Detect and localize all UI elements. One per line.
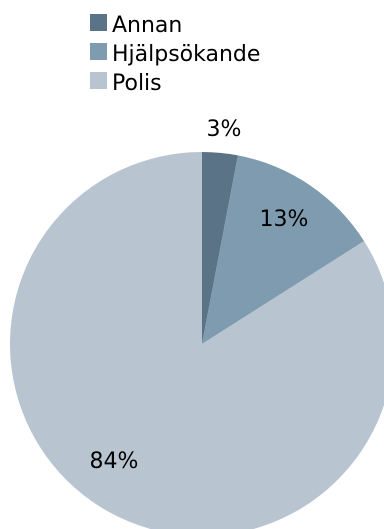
data-labels: 3% 13% 84%	[90, 117, 309, 474]
data-label-0: 3%	[207, 117, 242, 142]
pie-slice-2	[10, 152, 384, 529]
legend: Annan Hjälpsökande Polis	[90, 13, 260, 96]
pie-slice-1	[202, 155, 365, 344]
pie-slices	[10, 152, 384, 529]
legend-swatch-0	[90, 14, 107, 31]
legend-label-0: Annan	[112, 13, 182, 38]
legend-swatch-2	[90, 72, 107, 89]
legend-label-2: Polis	[112, 71, 162, 96]
data-label-2: 84%	[90, 449, 139, 474]
legend-label-1: Hjälpsökande	[112, 42, 260, 67]
pie-slice-0	[202, 152, 238, 344]
data-label-1: 13%	[260, 207, 309, 232]
legend-swatch-1	[90, 43, 107, 60]
